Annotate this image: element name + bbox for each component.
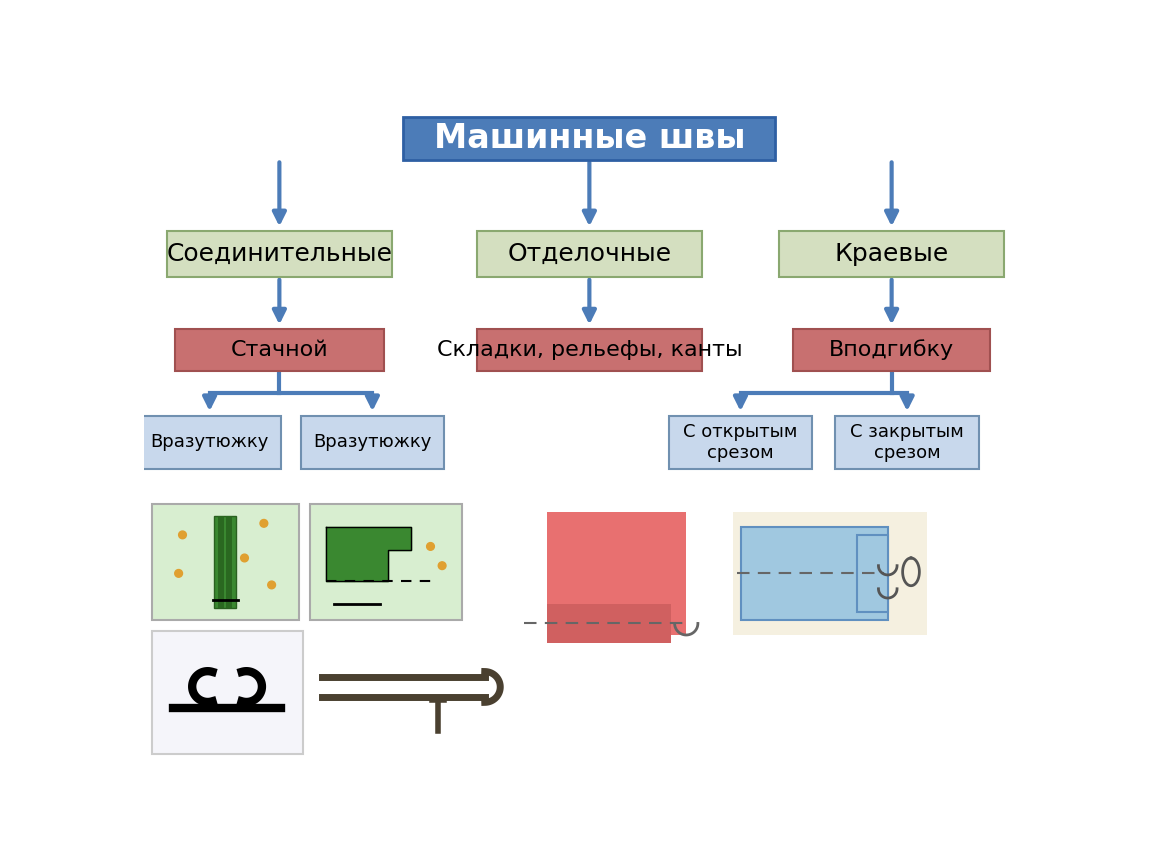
FancyBboxPatch shape xyxy=(477,231,702,277)
Circle shape xyxy=(260,519,268,527)
FancyBboxPatch shape xyxy=(857,535,888,612)
Text: Стачной: Стачной xyxy=(230,340,328,360)
FancyBboxPatch shape xyxy=(780,231,1004,277)
Text: С открытым
срезом: С открытым срезом xyxy=(683,423,798,462)
FancyBboxPatch shape xyxy=(835,416,979,469)
Text: Вразутюжку: Вразутюжку xyxy=(151,434,269,452)
FancyBboxPatch shape xyxy=(733,511,927,635)
FancyBboxPatch shape xyxy=(310,504,461,619)
FancyBboxPatch shape xyxy=(175,329,384,372)
FancyBboxPatch shape xyxy=(546,511,687,635)
FancyBboxPatch shape xyxy=(669,416,812,469)
FancyBboxPatch shape xyxy=(792,329,990,372)
FancyBboxPatch shape xyxy=(404,118,775,160)
Text: С закрытым
срезом: С закрытым срезом xyxy=(850,423,964,462)
Text: Складки, рельефы, канты: Складки, рельефы, канты xyxy=(437,340,742,360)
Text: Машинные швы: Машинные швы xyxy=(434,122,745,155)
FancyBboxPatch shape xyxy=(300,416,444,469)
FancyBboxPatch shape xyxy=(477,329,702,372)
FancyBboxPatch shape xyxy=(167,231,392,277)
FancyBboxPatch shape xyxy=(546,604,670,643)
Circle shape xyxy=(240,554,248,562)
FancyBboxPatch shape xyxy=(138,416,282,469)
FancyBboxPatch shape xyxy=(152,504,299,619)
Circle shape xyxy=(178,531,186,539)
Polygon shape xyxy=(325,527,412,581)
FancyBboxPatch shape xyxy=(152,631,302,754)
Text: Соединительные: Соединительные xyxy=(167,242,392,266)
Circle shape xyxy=(438,562,446,569)
FancyBboxPatch shape xyxy=(214,516,236,608)
Text: Отделочные: Отделочные xyxy=(507,242,672,266)
FancyBboxPatch shape xyxy=(741,527,888,619)
Text: Краевые: Краевые xyxy=(835,242,949,266)
FancyBboxPatch shape xyxy=(225,516,232,608)
Circle shape xyxy=(268,581,276,588)
FancyBboxPatch shape xyxy=(218,516,224,608)
Circle shape xyxy=(427,543,435,550)
Circle shape xyxy=(175,569,183,577)
Text: Вразутюжку: Вразутюжку xyxy=(313,434,431,452)
Text: Вподгибку: Вподгибку xyxy=(829,340,954,360)
